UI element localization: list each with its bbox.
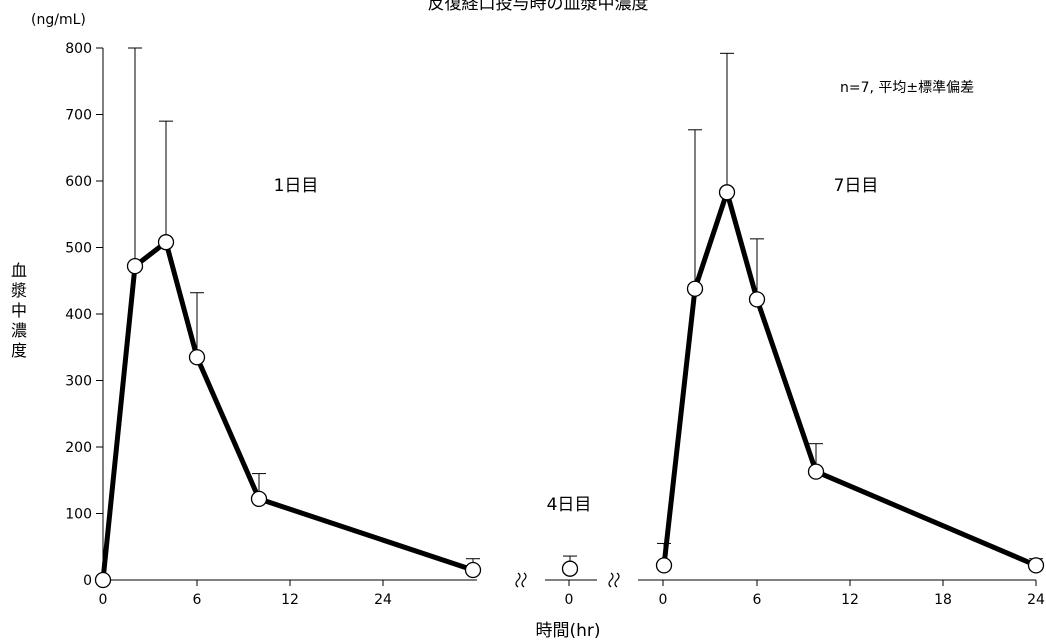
data-point — [686, 280, 704, 297]
data-point — [807, 463, 825, 480]
x-tick-label: 6 — [753, 592, 762, 608]
x-tick-label: 18 — [934, 592, 952, 608]
y-tick-label: 100 — [65, 507, 92, 523]
data-point — [718, 184, 736, 201]
legend-note: n=7, 平均±標準偏差 — [840, 80, 974, 96]
segment-label: 7日目 — [834, 176, 879, 196]
data-point — [250, 490, 268, 508]
y-tick-label: 0 — [83, 573, 92, 589]
axis-break-stroke — [614, 572, 620, 588]
y-tick-label: 600 — [65, 174, 92, 190]
x-tick-label: 0 — [659, 592, 668, 608]
series-line — [100, 239, 474, 581]
y-axis-label-char: 濃 — [11, 321, 27, 340]
y-tick-label: 500 — [65, 241, 92, 257]
axis-break-stroke — [608, 572, 614, 588]
x-tick-label: 12 — [281, 592, 299, 608]
y-tick-label: 400 — [65, 307, 92, 323]
data-point — [157, 234, 175, 251]
axis-break-mark — [515, 572, 527, 588]
y-axis-label: 血漿中濃度 — [11, 261, 27, 360]
data-point — [188, 349, 206, 366]
segment-label: 4日目 — [547, 495, 592, 515]
y-axis-label-char: 中 — [11, 301, 27, 320]
x-tick-label: 12 — [841, 592, 859, 608]
x-tick-label: 24 — [1027, 592, 1045, 608]
segment-label: 1日目 — [274, 176, 319, 196]
y-axis-label-char: 漿 — [11, 281, 27, 300]
data-point — [464, 561, 482, 579]
data-point — [748, 291, 766, 308]
data-point — [655, 557, 673, 574]
y-tick-label: 200 — [65, 440, 92, 456]
y-tick-label: 300 — [65, 374, 92, 390]
y-tick-label: 700 — [65, 108, 92, 124]
x-tick-label: 0 — [99, 592, 108, 608]
data-point — [126, 257, 144, 275]
axis-break-mark — [608, 572, 620, 588]
x-tick-label: 6 — [193, 592, 202, 608]
x-tick-label: 0 — [565, 592, 574, 608]
y-axis-label-char: 度 — [11, 341, 27, 360]
data-point — [94, 571, 112, 589]
axis-break-stroke — [521, 572, 527, 588]
x-axis-label: 時間(hr) — [535, 621, 600, 641]
series-line — [661, 189, 1037, 568]
segment-labels: 1日目 4日目 7日目 — [274, 176, 879, 515]
y-tick-label: 800 — [65, 41, 92, 57]
y-unit-label: (ng/mL) — [31, 12, 86, 28]
data-point — [1027, 557, 1045, 574]
axis-break-stroke — [515, 572, 521, 588]
data-point — [561, 560, 579, 577]
chart-title: 反復経口投与時の血漿中濃度 — [428, 0, 649, 14]
y-axis-label-char: 血 — [11, 261, 27, 280]
plot-area — [94, 47, 1045, 589]
x-tick-label: 24 — [374, 592, 392, 608]
